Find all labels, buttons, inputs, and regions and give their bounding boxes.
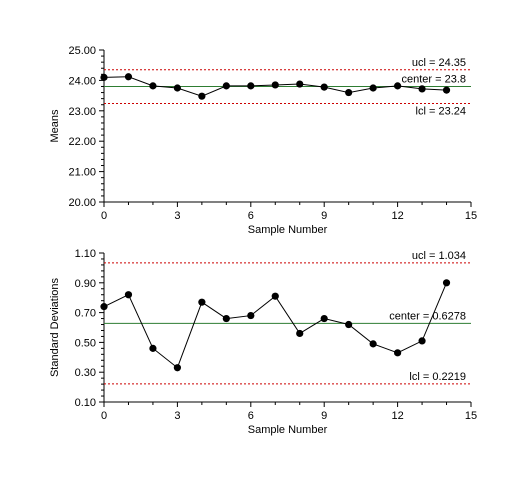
stddev-ucl-label: ucl = 1.034 <box>412 250 466 262</box>
means-data-point <box>369 84 377 92</box>
means-data-point <box>296 80 304 88</box>
stddev-center-label: center = 0.6278 <box>389 310 466 322</box>
means-data-point <box>418 85 426 93</box>
stddev-x-tick-label: 12 <box>391 410 403 422</box>
stddev-x-tick-label: 3 <box>174 410 180 422</box>
means-data-point <box>271 81 279 89</box>
stddev-data-point <box>198 298 206 306</box>
stddev-data-point <box>173 364 181 372</box>
means-x-tick-label: 3 <box>174 210 180 222</box>
stddev-data-point <box>222 314 230 323</box>
stddev-y-axis-title: Standard Deviations <box>49 277 61 377</box>
stddev-data-point <box>271 292 279 300</box>
stddev-x-axis-title: Sample Number <box>248 424 328 436</box>
means-data-point <box>173 84 181 92</box>
stddev-lcl-label: lcl = 0.2219 <box>409 371 466 383</box>
stddev-data-point <box>247 311 255 320</box>
means-data-point <box>222 82 230 90</box>
stddev-data-point <box>320 314 328 323</box>
stddev-data-point <box>418 337 426 345</box>
means-x-tick-label: 12 <box>391 210 403 222</box>
stddev-data-point <box>296 329 304 338</box>
means-x-tick-label: 0 <box>101 210 107 222</box>
means-x-tick-label: 6 <box>248 210 254 222</box>
means-data-point <box>320 83 328 91</box>
means-data-point <box>247 82 255 90</box>
means-data-point <box>394 82 402 90</box>
stddev-y-tick-label: 0.70 <box>75 308 96 320</box>
means-data-point <box>100 73 108 81</box>
means-y-tick-label: 22.00 <box>68 136 96 148</box>
stddev-data-point <box>394 349 402 357</box>
stddev-data-point <box>100 303 108 311</box>
means-ucl-label: ucl = 24.35 <box>412 57 466 69</box>
means-data-point <box>442 86 451 94</box>
stddev-y-tick-label: 0.90 <box>75 278 96 290</box>
stddev-x-tick-label: 15 <box>465 410 477 422</box>
means-y-tick-label: 25.00 <box>68 45 96 57</box>
means-y-tick-label: 20.00 <box>68 197 96 209</box>
stddev-data-point <box>124 291 133 299</box>
stddev-y-tick-label: 0.10 <box>75 397 96 409</box>
means-lcl-label: lcl = 23.24 <box>416 106 466 118</box>
means-data-point <box>149 82 157 90</box>
stddev-y-tick-label: 0.50 <box>75 337 96 349</box>
means-x-tick-label: 15 <box>465 210 477 222</box>
means-y-tick-label: 21.00 <box>68 167 96 179</box>
stddev-x-tick-label: 6 <box>248 410 254 422</box>
means-x-tick-label: 9 <box>321 210 327 222</box>
stddev-x-tick-label: 0 <box>101 410 107 422</box>
means-data-point <box>198 92 206 100</box>
stddev-y-tick-label: 1.10 <box>75 248 96 260</box>
stddev-y-tick-label: 0.30 <box>75 367 96 379</box>
stddev-data-point <box>149 344 157 352</box>
means-x-axis-title: Sample Number <box>248 224 328 236</box>
means-y-axis-title: Means <box>49 109 61 143</box>
stddev-data-point <box>369 340 377 348</box>
stddev-data-point <box>442 279 451 287</box>
stddev-x-tick-label: 9 <box>321 410 327 422</box>
means-y-tick-label: 24.00 <box>68 75 96 87</box>
means-data-point <box>345 88 353 97</box>
means-y-tick-label: 23.00 <box>68 106 96 118</box>
means-data-point <box>124 73 133 81</box>
means-center-label: center = 23.8 <box>401 73 466 85</box>
stddev-data-point <box>345 320 353 329</box>
